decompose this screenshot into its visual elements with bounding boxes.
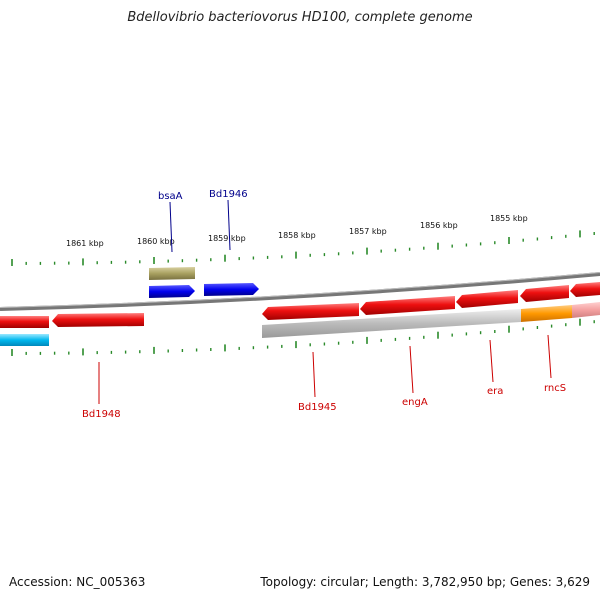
gene-engA	[360, 296, 455, 315]
gene-label: Bd1948	[82, 409, 121, 420]
genome-backbone	[0, 272, 600, 311]
gene-reverse-misc	[0, 334, 49, 346]
leader-line	[312, 351, 316, 398]
scale-label: 1855 kbp	[490, 214, 528, 223]
gene-label: engA	[402, 397, 428, 408]
gene-Bd1945	[262, 303, 359, 320]
scale-label: 1856 kbp	[420, 221, 458, 230]
scale-label: 1857 kbp	[349, 227, 387, 236]
gene-bsaA	[149, 267, 195, 280]
leader-line	[409, 345, 414, 394]
gene-label: bsaA	[158, 191, 183, 202]
gene-rncS	[520, 285, 569, 302]
feature-band	[572, 302, 600, 318]
map-title: Bdellovibrio bacteriovorus HD100, comple…	[127, 10, 473, 25]
scale-label: 1858 kbp	[278, 231, 316, 240]
outer-scale-ticks	[11, 230, 595, 266]
gene-label: era	[487, 386, 503, 397]
genome-summary: Topology: circular; Length: 3,782,950 bp…	[260, 575, 590, 589]
scale-label: 1860 kbp	[137, 237, 175, 246]
scale-label: 1861 kbp	[66, 239, 104, 248]
leader-line	[227, 199, 231, 251]
feature-rncS	[521, 305, 572, 322]
leader-line	[547, 334, 552, 379]
gene-label: Bd1946	[209, 189, 248, 200]
feature-band	[262, 309, 521, 338]
gene-reverse	[0, 316, 49, 328]
accession-label: Accession: NC_005363	[9, 575, 146, 589]
gene-Bd1948	[52, 313, 144, 327]
gene-reverse	[570, 282, 600, 297]
genome-backbone-highlight	[0, 272, 600, 308]
inner-scale-ticks	[11, 318, 595, 356]
leader-line	[489, 339, 494, 383]
gene-era	[456, 290, 518, 308]
gene-label: Bd1945	[298, 402, 337, 413]
scale-label: 1859 kbp	[208, 234, 246, 243]
gene-label: rncS	[544, 383, 566, 394]
leader-line	[169, 201, 173, 253]
gene-forward	[149, 285, 195, 298]
gene-Bd1946	[204, 283, 259, 296]
